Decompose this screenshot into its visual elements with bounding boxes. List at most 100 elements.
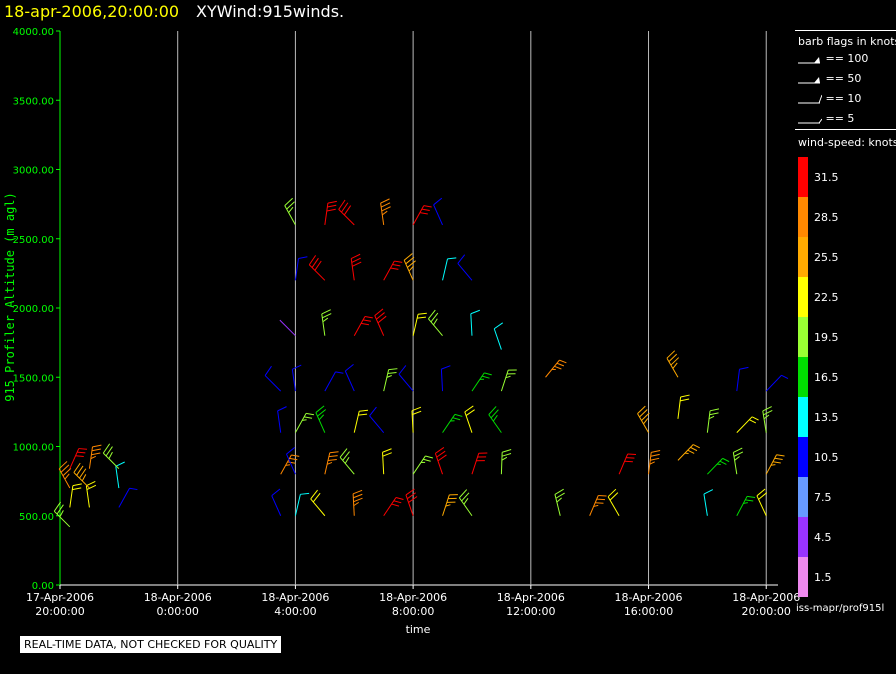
quality-notice: REAL-TIME DATA, NOT CHECKED FOR QUALITY [20,636,282,653]
barb-flag [626,457,635,459]
barb-flag [739,366,749,370]
barb-flag [722,457,730,463]
barb-shaft [403,259,414,281]
wind-barb [412,455,434,475]
speed-color-swatch [798,477,808,517]
barb-shaft [545,359,560,378]
wind-barb [458,489,473,517]
barb-flag [353,493,363,499]
barb-shaft [69,448,80,469]
wind-barb [53,501,71,528]
barb-flag [770,464,776,466]
speed-color-swatch [798,437,808,477]
barb-flag [102,443,111,454]
wind-barb [58,461,72,489]
barb-flag [286,201,295,210]
barb-flag [392,264,401,267]
barb-flag [395,497,404,501]
barb-flag [555,492,565,499]
barb-flag [445,504,451,507]
wind-barb [85,480,97,508]
barb-flag [115,461,125,467]
barb-shaft [58,468,71,489]
wind-barb [412,312,427,336]
barb-flag [441,365,451,370]
wind-barb [403,253,416,281]
wind-barb [703,489,714,516]
barb-flag [387,372,397,375]
barb-shaft [677,444,694,461]
speed-color-swatch [798,317,808,357]
barb-flag [596,498,606,501]
wind-barb [102,443,120,470]
wind-barb [380,198,391,225]
barb-flag [304,416,313,419]
barb-shaft [383,369,390,392]
wind-barb [442,413,463,433]
source-label: iss-mapr/prof915l [796,603,885,614]
barb-shaft [464,411,473,433]
barb-flag [285,464,291,466]
barb-flag [398,365,407,375]
y-tick-label: 1500.00 [13,373,54,384]
wind-barb [291,364,302,392]
barb-flag [308,255,317,266]
x-axis-label: time [405,623,431,636]
barb-flag [328,455,338,458]
barb-flag [298,256,308,260]
barb-flag [377,315,387,324]
barb-flag [56,504,64,515]
barb-flag [484,372,492,376]
barb-flag [763,409,773,416]
barb-flag [403,253,413,261]
barb-flag [381,206,391,212]
wind-barb [500,369,517,392]
barb-flag [461,492,470,502]
barb-shaft [493,328,502,350]
barb-flag [433,197,443,206]
barb-shaft [286,453,296,475]
barb-shaft [294,258,299,281]
barb-flag [358,413,368,416]
barb-flag [690,446,698,452]
barb-flag [687,449,695,454]
wind-barb [765,374,789,392]
speed-legend-label: 13.5 [814,411,839,424]
barb-flag [417,316,426,319]
barb-shaft [412,455,426,475]
barb-legend-row: == 100 [798,52,868,65]
barb-shaft [310,498,326,517]
barb-flag [598,494,607,497]
barb-flag [361,322,370,326]
wind-barb [294,412,315,433]
barb-shaft [353,411,360,433]
barb-shaft [374,315,385,336]
barb-flag [382,452,392,457]
barb-flag [743,502,748,504]
barb-symbol-icon [798,118,823,124]
wind-barb [442,257,457,281]
barb-flag [339,448,348,458]
barb-flag [756,488,766,497]
barb-flag [72,483,82,487]
barb-flag [364,315,373,319]
barb-flag [423,205,432,208]
x-tick-label-date: 18-Apr-2006 [144,591,212,604]
barb-flag [64,473,70,480]
barb-shaft [383,260,395,281]
barb-flag [338,199,346,210]
barb-flag [86,480,96,487]
wind-barb [284,197,296,226]
barb-legend-label: == 50 [822,72,862,85]
barb-flag [637,405,646,414]
barb-flag [670,357,680,366]
barb-shaft [294,494,301,516]
barb-flag [492,414,498,422]
barb-flag [79,468,87,479]
wind-barb [706,408,720,433]
barb-flag [81,474,87,482]
barb-shaft [440,369,444,392]
wind-barb [338,199,355,226]
barb-flag [703,489,714,495]
barb-flag [693,444,700,449]
